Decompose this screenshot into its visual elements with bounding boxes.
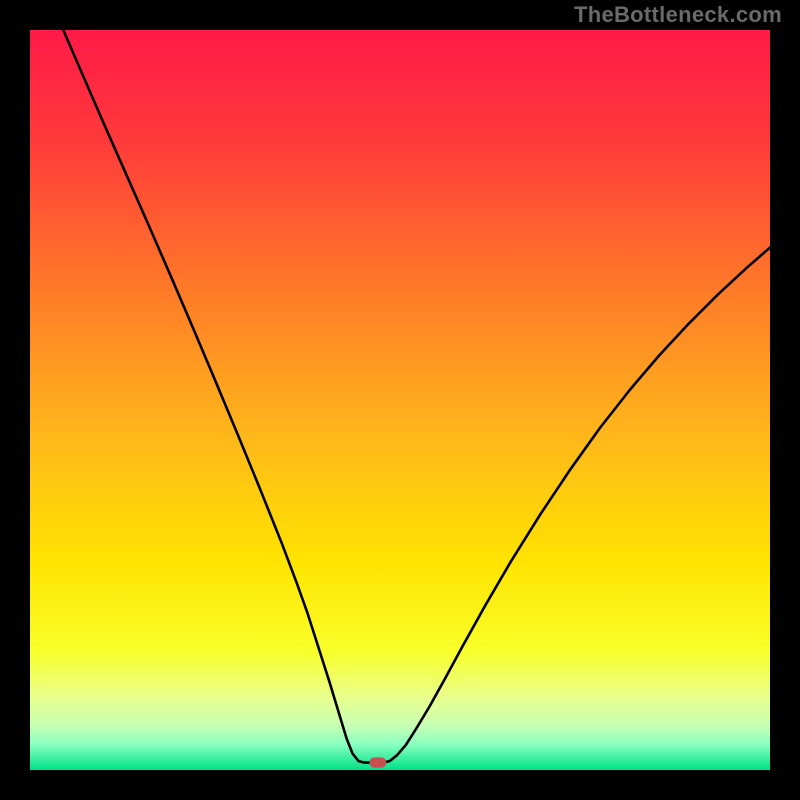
plot-area	[30, 30, 770, 770]
bottleneck-chart	[30, 30, 770, 770]
watermark-text: TheBottleneck.com	[574, 2, 782, 28]
optimal-marker	[369, 757, 386, 767]
gradient-background	[30, 30, 770, 770]
